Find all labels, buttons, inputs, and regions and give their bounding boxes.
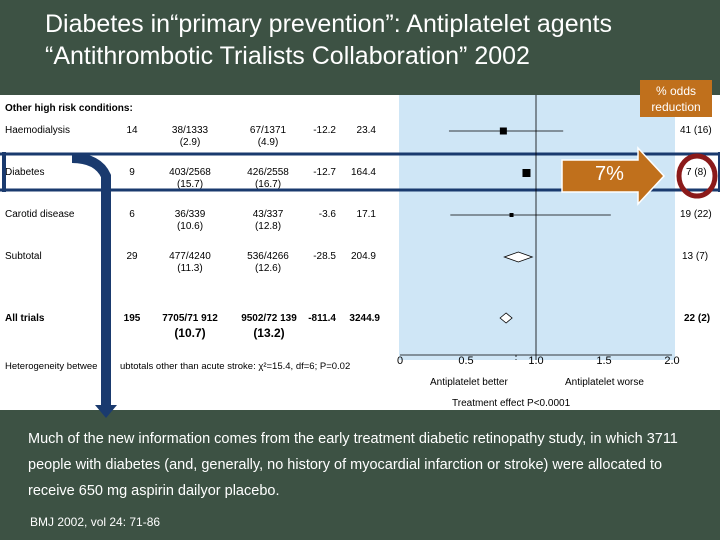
row-control-pct: (12.8)	[254, 221, 282, 232]
plot-shaded-area	[399, 95, 675, 360]
row-reduction: 7 (8)	[686, 167, 707, 178]
row-name-diabetes: Diabetes	[5, 167, 45, 178]
row-treat: 38/1333	[171, 125, 209, 136]
row-control-pct: (4.9)	[257, 137, 279, 148]
row-control: 67/1371	[249, 125, 287, 136]
row-reduction: 41 (16)	[680, 125, 712, 136]
row-trials: 14	[126, 125, 138, 136]
row-reduction: 13 (7)	[682, 251, 709, 262]
row-oe: -28.5	[313, 251, 336, 262]
row-name: Subtotal	[5, 251, 42, 262]
row-treat: 7705/71 912	[162, 313, 218, 324]
reference-citation: BMJ 2002, vol 24: 71-86	[30, 515, 161, 529]
pooled-diamond	[499, 312, 513, 324]
pooled-diamond	[503, 251, 534, 263]
badge-line-1: % odds	[655, 84, 697, 98]
row-trials: 6	[129, 209, 135, 220]
title-line-2: “Antithrombotic Trialists Collaboration”…	[45, 42, 530, 70]
title-line-1: Diabetes in“primary prevention”: Antipla…	[45, 10, 612, 38]
forest-marks	[448, 127, 611, 324]
row-oe: -12.2	[313, 125, 336, 136]
row-oe: -12.7	[313, 167, 336, 178]
row-oe: -811.4	[308, 313, 336, 324]
effect-square	[509, 213, 514, 217]
row-treat: 36/339	[174, 209, 206, 220]
row-treat-pct: (2.9)	[179, 137, 201, 148]
row-reduction: 22 (2)	[684, 313, 711, 324]
highlight-circle	[676, 153, 718, 199]
row-control-pct: (16.7)	[254, 179, 282, 190]
callout-arrow-head	[95, 405, 117, 418]
row-var: 204.9	[350, 251, 376, 262]
row-name: All trials	[5, 313, 45, 324]
table-header: Other high risk conditions:	[5, 103, 133, 114]
row-trials: 29	[126, 251, 138, 262]
row-trials: 195	[123, 313, 141, 324]
heterogeneity-note: Heterogeneity betwee	[5, 361, 98, 372]
axis-label-left: Antiplatelet better	[430, 377, 508, 388]
row-control-pct: (13.2)	[253, 326, 285, 340]
row-treat-pct: (11.3)	[177, 263, 203, 274]
badge-line-2: reduction	[651, 100, 701, 114]
row-control: 43/337	[252, 209, 284, 220]
callout-percent-text: 7%	[595, 163, 624, 185]
row-var: 17.1	[356, 209, 376, 220]
caption-text: Much of the new information comes from t…	[28, 431, 678, 499]
callout-percent-arrow	[561, 146, 666, 206]
row-var: 164.4	[350, 167, 376, 178]
row-name: Haemodialysis	[5, 125, 71, 136]
row-treat-pct: (10.6)	[176, 221, 204, 232]
odds-reduction-badge: % odds reduction	[640, 80, 712, 117]
row-control-pct: (12.6)	[254, 263, 282, 274]
axis-tick: 1.5	[596, 355, 612, 367]
axis-tick: 0	[396, 355, 404, 367]
treatment-effect-label: Treatment effect P<0.0001	[452, 398, 571, 409]
row-var: 3244.9	[349, 313, 380, 324]
row-oe: -3.6	[318, 209, 336, 220]
effect-square	[522, 169, 531, 177]
heterogeneity-note-2: ubtotals other than acute stroke: χ²=15.…	[120, 361, 351, 372]
row-name: Carotid disease	[5, 209, 75, 220]
effect-square	[499, 127, 507, 135]
row-reduction: 19 (22)	[680, 209, 712, 220]
forest-plot-figure: Other high risk conditions: Haemodialysi…	[0, 95, 720, 410]
row-treat-pct: (10.7)	[174, 326, 206, 340]
row-trials: 9	[129, 167, 135, 178]
row-treat-pct: (15.7)	[176, 179, 204, 190]
axis-tick: 1.0	[528, 355, 544, 367]
axis-tick: 2.0	[664, 355, 680, 367]
row-control: 536/4266	[247, 251, 289, 262]
row-var: 23.4	[356, 125, 376, 136]
callout-arrow-shaft	[71, 153, 111, 410]
axis-tick: 0.5	[458, 355, 474, 367]
row-control: 426/2558	[247, 167, 289, 178]
row-treat: 477/4240	[169, 251, 211, 262]
axis-label-right: Antiplatelet worse	[565, 377, 644, 388]
row-control: 9502/72 139	[241, 313, 297, 324]
row-treat: 403/2568	[169, 167, 211, 178]
slide-title: Diabetes in“primary prevention”: Antipla…	[45, 8, 715, 72]
